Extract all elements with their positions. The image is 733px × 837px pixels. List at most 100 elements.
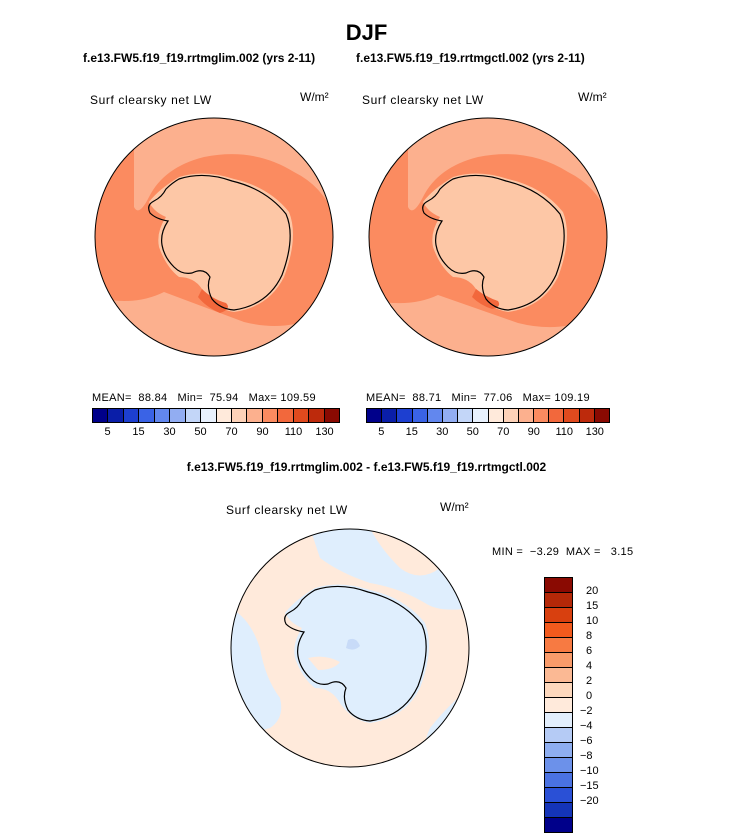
colorbar-swatch [545,623,572,638]
panel-1-colorbar-ticks: 5 15 30 50 70 90 110 130 [92,426,340,440]
panel-2-map [368,117,608,357]
colorbar-tick-label: −10 [580,765,599,777]
coastline [284,585,427,722]
colorbar-tick-label: 70 [225,426,238,438]
colorbar-swatch [170,409,186,422]
light-band [408,118,607,217]
ice-shelf [149,173,293,312]
colorbar-swatch [545,818,572,832]
colorbar-swatch [545,698,572,713]
diff-stats: MIN = −3.29 MAX = 3.15 [492,546,634,558]
colorbar-tick-label: −8 [580,750,593,762]
colorbar-swatch [108,409,124,422]
colorbar-tick-label: 15 [132,426,145,438]
colorbar-tick-label: 15 [586,600,599,612]
diff-map [230,528,470,768]
colorbar-tick-label: 90 [256,426,269,438]
diff-title: f.e13.FW5.f19_f19.rrtmglim.002 - f.e13.F… [186,460,547,474]
colorbar-tick-label: −20 [580,795,599,807]
colorbar-swatch [324,409,339,422]
colorbar-tick-label: 5 [378,426,385,438]
panel-2-units-label: W/m² [578,90,607,104]
panel-1-colorbar [92,408,340,423]
colorbar-swatch [545,713,572,728]
colorbar-swatch [247,409,263,422]
colorbar-tick-label: 8 [586,630,593,642]
colorbar-swatch [545,653,572,668]
ice-shelf [423,173,567,312]
colorbar-swatch [534,409,550,422]
colorbar-swatch [545,638,572,653]
colorbar-tick-label: −4 [580,720,593,732]
diff-units-label: W/m² [440,500,469,514]
colorbar-tick-label: 0 [586,690,593,702]
colorbar-tick-label: 30 [436,426,449,438]
diff-positive-patch [308,656,340,670]
colorbar-swatch [397,409,413,422]
colorbar-tick-label: 2 [586,675,593,687]
panel-2-variable-label: Surf clearsky net LW [362,93,484,107]
colorbar-tick-label: 130 [315,426,334,438]
colorbar-tick-label: 30 [163,426,176,438]
colorbar-tick-label: 50 [466,426,479,438]
panel-2-stats: MEAN= 88.71 Min= 77.06 Max= 109.19 [366,392,590,404]
colorbar-tick-label: 110 [555,426,574,438]
colorbar-swatch [293,409,310,422]
diff-negative-north [310,529,469,610]
colorbar-swatch [545,578,572,593]
colorbar-swatch [123,409,140,422]
diff-colorbar [544,577,573,833]
light-band [134,118,333,217]
colorbar-swatch [545,743,572,758]
colorbar-swatch [545,788,572,803]
colorbar-swatch [545,683,572,698]
colorbar-swatch [262,409,279,422]
colorbar-swatch [231,409,248,422]
colorbar-swatch [545,773,572,788]
colorbar-tick-label: 10 [586,615,599,627]
colorbar-swatch [545,668,572,683]
panel-1-stats: MEAN= 88.84 Min= 75.94 Max= 109.59 [92,392,316,404]
panel-2-colorbar [366,408,610,423]
panel-1-map [94,117,334,357]
colorbar-tick-label: −2 [580,705,593,717]
colorbar-swatch [201,409,217,422]
colorbar-swatch [564,409,580,422]
colorbar-swatch [412,409,428,422]
colorbar-tick-label: −6 [580,735,593,747]
colorbar-swatch [442,409,459,422]
colorbar-swatch [185,409,202,422]
colorbar-swatch [594,409,609,422]
colorbar-swatch [549,409,565,422]
coastline [422,174,565,311]
colorbar-tick-label: 90 [527,426,540,438]
colorbar-tick-label: 6 [586,645,593,657]
colorbar-tick-label: 130 [585,426,604,438]
colorbar-swatch [518,409,535,422]
panel-1-units-label: W/m² [300,90,329,104]
colorbar-swatch [382,409,398,422]
colorbar-swatch [139,409,155,422]
diff-variable-label: Surf clearsky net LW [226,503,348,517]
colorbar-swatch [154,409,171,422]
colorbar-swatch [545,608,572,623]
diff-negative-patch [346,638,360,650]
colorbar-tick-label: 110 [284,426,303,438]
colorbar-tick-label: 50 [194,426,207,438]
colorbar-swatch [488,409,504,422]
colorbar-swatch [545,758,572,773]
diff-colorbar-ticks: 20 15 10 8 6 4 2 0 −2 −4 −6 −8 −10 −15 −20 [580,577,620,837]
colorbar-tick-label: 15 [405,426,418,438]
panel-2-colorbar-ticks: 5 15 30 50 70 90 110 130 [366,426,610,440]
colorbar-swatch [278,409,294,422]
colorbar-swatch [93,409,109,422]
colorbar-swatch [473,409,489,422]
colorbar-swatch [545,803,572,818]
colorbar-tick-label: 4 [586,660,593,672]
panel-2-case-title: f.e13.FW5.f19_f19.rrtmgctl.002 (yrs 2-11… [356,51,585,65]
colorbar-tick-label: −15 [580,780,599,792]
colorbar-swatch [458,409,474,422]
coastline [148,174,291,311]
colorbar-swatch [545,728,572,743]
colorbar-swatch [427,409,443,422]
